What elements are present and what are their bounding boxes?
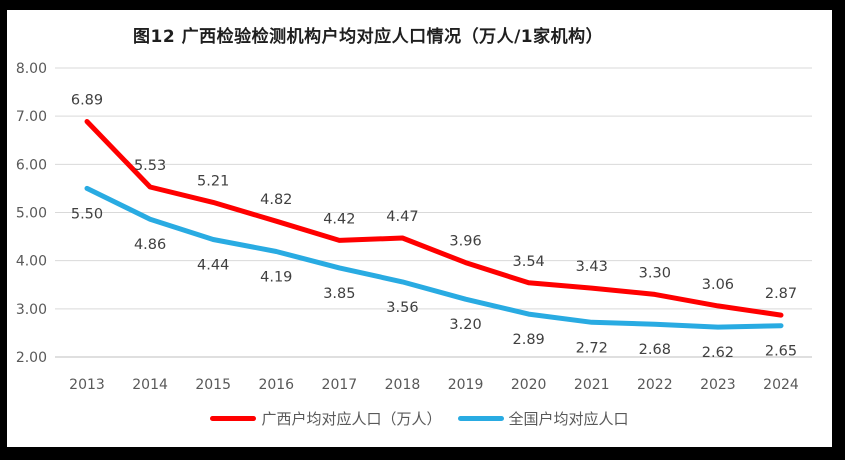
chart-legend: 广西户均对应人口（万人） 全国户均对应人口 [7,408,832,429]
x-tick-label: 2017 [322,377,358,393]
x-tick-label: 2016 [258,377,294,393]
y-tick-label: 2.00 [16,350,47,366]
line-chart: 8.00 7.00 6.00 5.00 4.00 3.00 2.00 2013 2014 2015… [16,61,812,393]
data-label-guangxi: 3.96 [449,234,481,250]
data-label-national: 2.72 [576,340,608,356]
chart-canvas: 图12 广西检验检测机构户均对应人口情况（万人/1家机构） 8.00 7.00 6.… [7,10,832,447]
data-label-national: 5.50 [71,206,103,222]
data-label-guangxi: 3.54 [512,254,544,270]
data-label-national: 4.86 [134,237,166,253]
data-label-guangxi: 4.82 [260,192,292,208]
y-tick-label: 8.00 [16,61,47,77]
y-tick-label: 7.00 [16,109,47,125]
data-label-national: 4.44 [197,257,229,273]
y-tick-label: 5.00 [16,206,47,222]
data-label-national: 3.85 [323,286,355,302]
x-tick-label: 2020 [511,377,547,393]
x-tick-label: 2024 [763,377,799,393]
series-line-guangxi [84,119,784,318]
chart-title: 图12 广西检验检测机构户均对应人口情况（万人/1家机构） [133,27,604,47]
national-line-swatch-icon [457,416,504,421]
y-tick-label: 6.00 [16,157,47,173]
data-label-national: 3.56 [386,300,418,316]
data-label-guangxi: 3.43 [576,259,608,275]
legend-item-national: 全国户均对应人口 [457,408,629,429]
x-tick-label: 2023 [700,377,736,393]
legend-item-guangxi: 广西户均对应人口（万人） [210,408,442,429]
y-tick-label: 3.00 [16,302,47,318]
data-label-national: 2.65 [765,344,797,360]
y-tick-label: 4.00 [16,254,47,270]
data-label-guangxi: 5.21 [197,173,229,189]
guangxi-line-swatch-icon [210,416,257,421]
data-label-guangxi: 4.42 [323,211,355,227]
data-label-guangxi: 3.06 [702,277,734,293]
x-tick-label: 2022 [637,377,673,393]
data-label-national: 3.20 [449,317,481,333]
x-tick-label: 2018 [385,377,421,393]
data-label-guangxi: 3.30 [639,265,671,281]
x-tick-label: 2019 [448,377,484,393]
x-tick-label: 2014 [132,377,168,393]
data-label-national: 2.68 [639,342,671,358]
series-line-national [84,185,784,330]
data-label-national: 4.19 [260,270,292,286]
legend-label-national: 全国户均对应人口 [508,410,629,428]
data-label-guangxi: 5.53 [134,158,166,174]
data-label-guangxi: 4.47 [386,209,418,225]
legend-label-guangxi: 广西户均对应人口（万人） [261,410,442,428]
data-label-guangxi: 6.89 [71,92,103,108]
x-tick-label: 2013 [69,377,105,393]
data-label-national: 2.62 [702,345,734,361]
x-tick-label: 2021 [574,377,610,393]
data-label-national: 2.89 [512,332,544,348]
x-tick-label: 2015 [195,377,231,393]
data-label-guangxi: 2.87 [765,286,797,302]
